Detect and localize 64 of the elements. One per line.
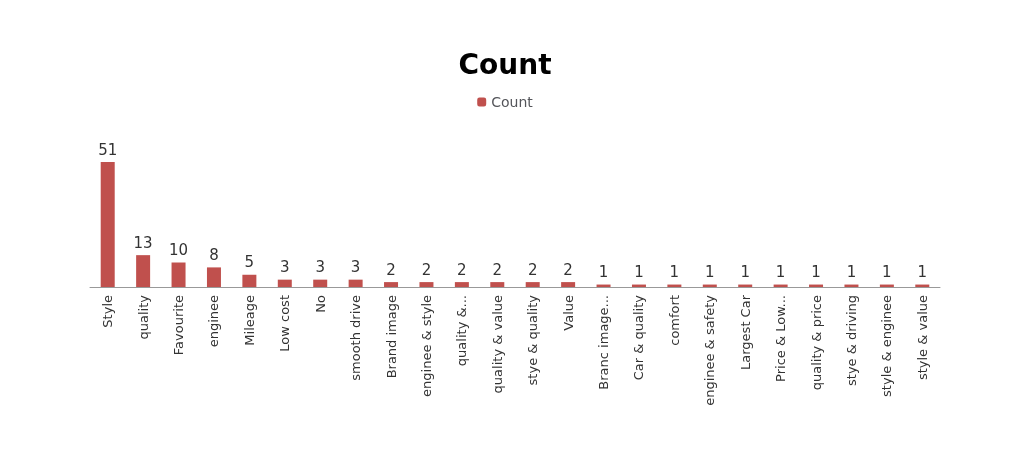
x-tick-label: enginee [206,295,222,348]
bar [242,274,257,287]
x-tick-label: style & enginee [879,295,895,397]
x-tick-label: Price & Low... [773,295,789,382]
data-label: 1 [917,263,928,282]
data-label: 13 [133,233,153,252]
data-label: 2 [492,260,503,279]
legend-label: Count [491,94,534,110]
x-tick-label: Low cost [277,295,293,352]
x-tick-label: Value [560,295,576,331]
x-tick-label: stye & quality [525,294,541,386]
data-label: 1 [669,263,680,282]
x-tick-label: Favourite [171,295,187,356]
bar [171,262,186,287]
data-label: 1 [634,263,644,282]
bar [525,282,540,287]
x-tick-label: quality &... [454,295,470,367]
data-label: 2 [527,260,538,279]
data-label: 2 [563,260,573,279]
data-label: 5 [244,253,255,272]
bar [136,255,151,287]
x-tick-label: smooth drive [348,295,364,381]
x-tick-label: Brand image [383,295,399,379]
bar [277,279,292,287]
x-tick-label: Car & quality [631,294,647,381]
bar [100,162,115,287]
bar [348,279,363,287]
data-label: 3 [280,258,290,277]
data-label: 2 [457,260,467,279]
data-label: 51 [98,140,118,159]
bar [419,282,434,287]
data-label: 3 [350,258,361,277]
x-tick-label: quality [135,294,151,340]
x-tick-label: quality & value [489,295,505,394]
x-tick-label: No [312,294,328,313]
data-label: 1 [740,263,750,282]
chart-title: Count [458,47,552,81]
bar [313,279,328,287]
x-tick-label: enginee & safety [702,294,718,406]
x-tick-label: style & value [914,295,930,381]
data-label: 10 [168,241,189,259]
x-tick-label: stye & driving [843,295,859,386]
bar [490,282,505,287]
data-label: 1 [598,263,609,282]
data-label: 2 [386,260,396,279]
data-label: 1 [882,263,892,282]
data-label: 1 [775,263,786,282]
x-tick-label: enginee & style [418,295,434,397]
x-tick-label: quality & price [808,295,824,391]
data-label: 8 [209,245,219,264]
x-tick-label: Mileage [241,295,257,346]
x-tick-label: Style [100,295,116,328]
bar [206,267,221,287]
bar [384,282,399,287]
x-tick-label: Largest Car [737,294,753,370]
data-label: 1 [705,263,715,282]
bar [454,282,469,287]
data-label: 2 [421,260,432,279]
x-tick-label: comfort [666,295,682,346]
data-label: 3 [315,258,325,277]
data-label: 1 [846,263,857,282]
x-tick-label: Branc image... [596,295,612,390]
bar [561,282,576,287]
data-label: 1 [811,263,821,282]
